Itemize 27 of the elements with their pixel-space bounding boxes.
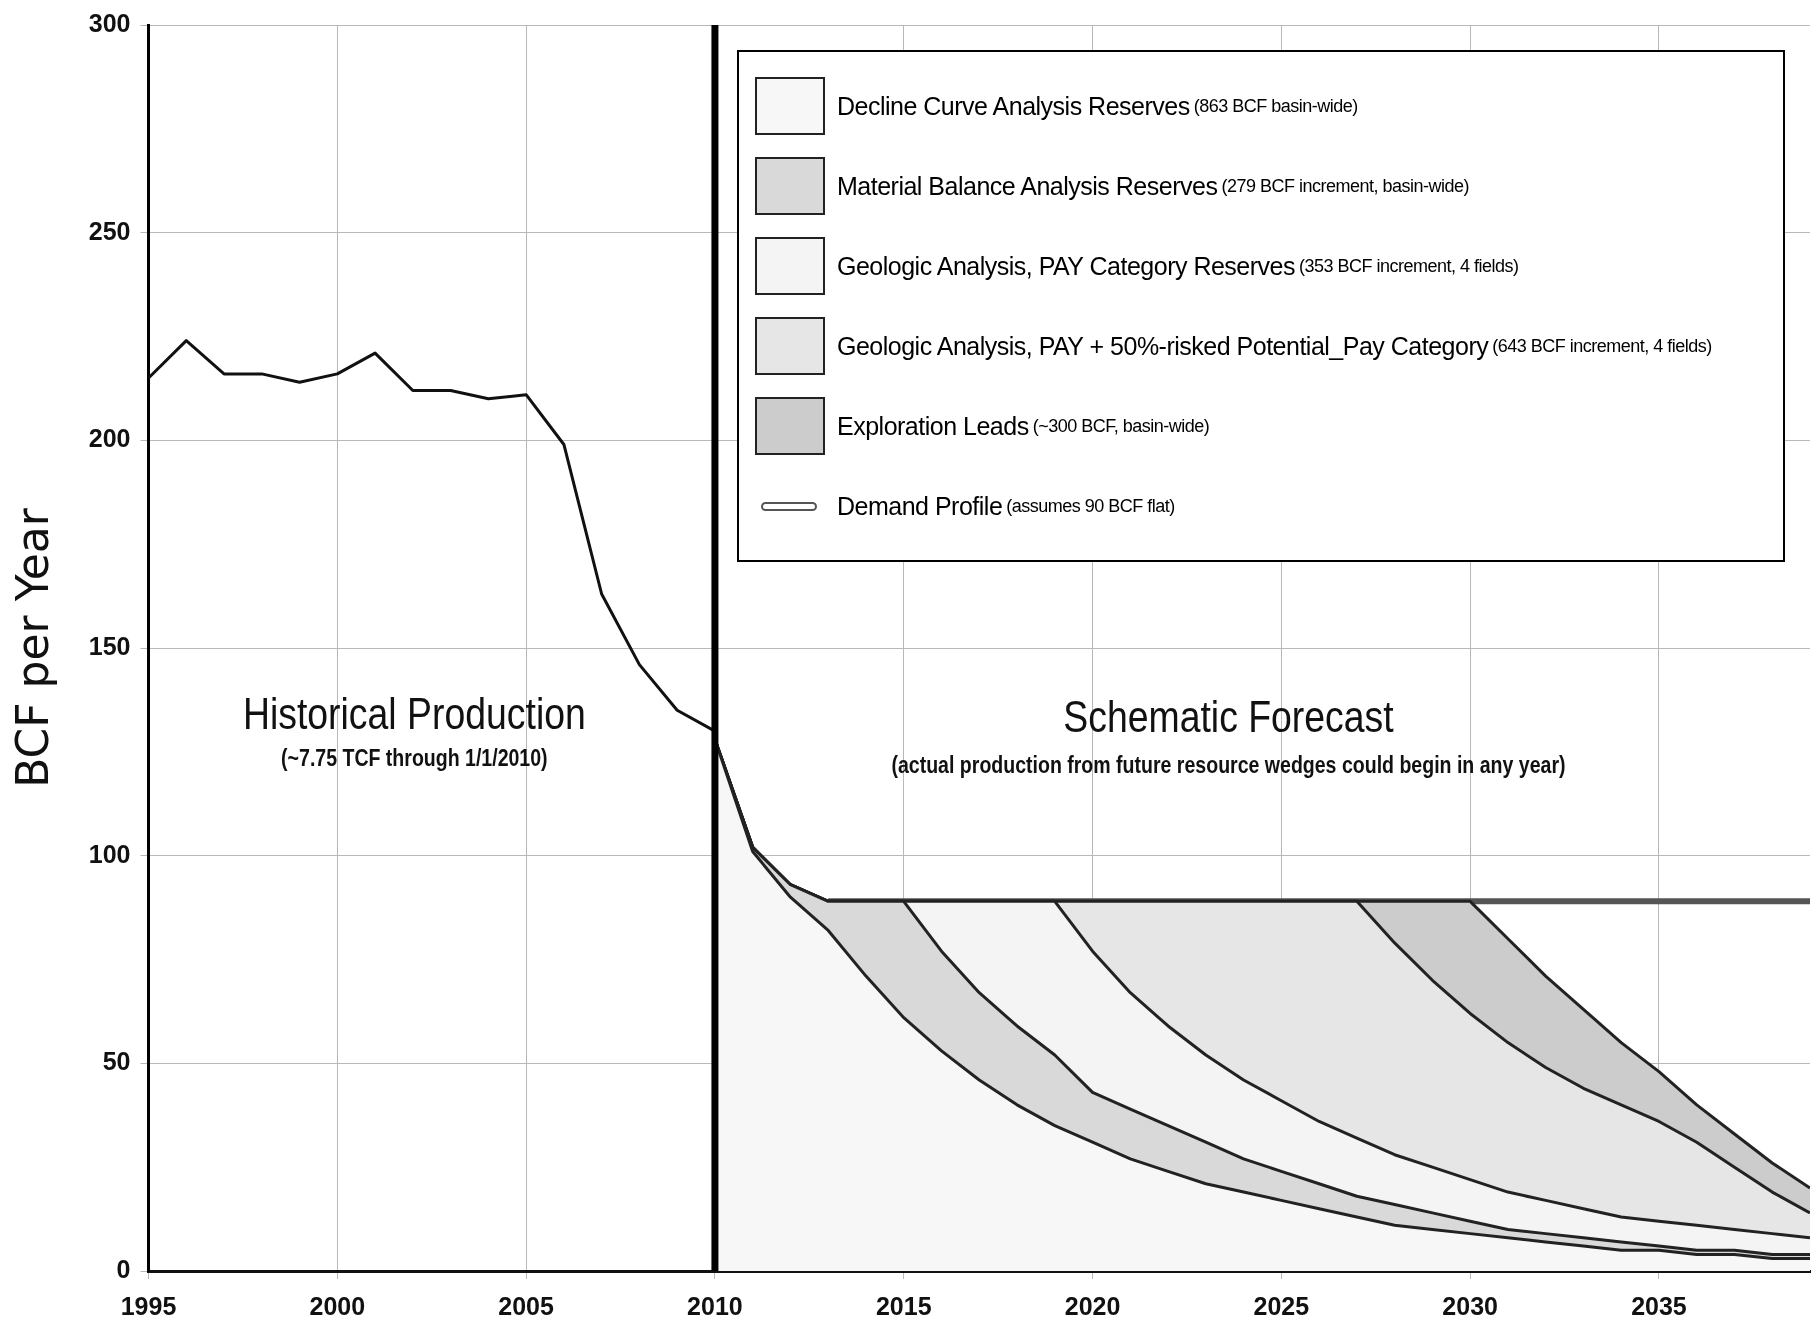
- annotation: (~7.75 TCF through 1/1/2010): [281, 746, 548, 772]
- legend-label: Material Balance Analysis Reserves (279 BCF increment, basin-wide): [837, 171, 1470, 201]
- y-tick-label: 100: [88, 839, 131, 868]
- x-tick-label: 2005: [498, 1291, 555, 1320]
- annotation: (actual production from future resource wedges could begin in any year): [891, 752, 1566, 779]
- annotation: Historical Production: [242, 688, 586, 739]
- legend-label: Geologic Analysis, PAY + 50%-risked Potential_Pay Category (643 BCF increment, 4 fields): [837, 331, 1712, 361]
- x-tick-label: 2000: [309, 1291, 366, 1320]
- annotation: Schematic Forecast: [1063, 692, 1395, 743]
- x-tick-label: 2010: [687, 1291, 743, 1320]
- x-tick-label: 2015: [875, 1291, 932, 1320]
- x-tick-label: 2030: [1442, 1291, 1498, 1320]
- x-tick-label: 2025: [1253, 1291, 1310, 1320]
- y-tick-label: 250: [88, 216, 131, 245]
- x-tick-label: 2035: [1631, 1291, 1687, 1320]
- y-tick-label: 50: [102, 1047, 131, 1076]
- x-tick-label: 1995: [120, 1291, 177, 1320]
- legend-label: Demand Profile (assumes 90 BCF flat): [837, 491, 1175, 521]
- y-tick-label: 300: [88, 8, 131, 37]
- legend-label: Exploration Leads (~300 BCF, basin-wide): [837, 411, 1210, 441]
- y-axis-title: BCF per Year: [6, 507, 58, 788]
- y-tick-label: 150: [88, 631, 131, 660]
- legend-label: Decline Curve Analysis Reserves (863 BCF basin-wide): [837, 91, 1358, 121]
- y-tick-label: 0: [116, 1254, 131, 1283]
- x-tick-label: 2020: [1064, 1291, 1121, 1320]
- legend-label: Geologic Analysis, PAY Category Reserves (353 BCF increment, 4 fields): [837, 251, 1519, 281]
- y-tick-label: 200: [88, 424, 131, 453]
